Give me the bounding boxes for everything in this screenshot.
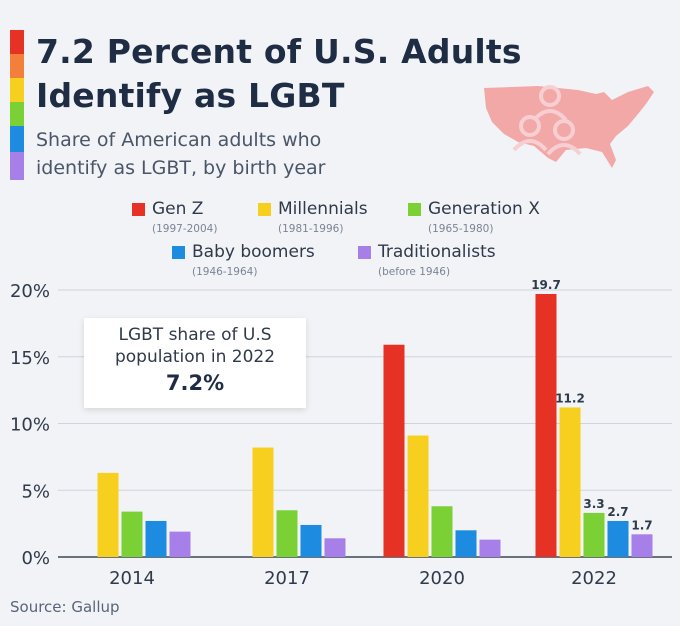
legend-swatch xyxy=(172,246,185,259)
subtitle-line-2: identify as LGBT, by birth year xyxy=(36,157,326,179)
legend-swatch xyxy=(258,203,271,216)
x-tick-label: 2022 xyxy=(571,568,617,589)
legend-years: (1981-1996) xyxy=(278,223,344,235)
bar xyxy=(479,539,501,557)
bar xyxy=(607,520,629,557)
y-tick-label: 0% xyxy=(21,548,50,569)
chart-subtitle: Share of American adults who identify as… xyxy=(36,126,436,182)
bar xyxy=(300,524,322,557)
bar xyxy=(559,407,581,557)
legend-label: Baby boomers xyxy=(192,242,315,262)
legend-years: (1946-1964) xyxy=(192,266,258,278)
x-tick-label: 2014 xyxy=(109,568,155,589)
legend-years: (1997-2004) xyxy=(152,223,218,235)
callout-value: 7.2% xyxy=(165,371,225,395)
bar xyxy=(169,531,191,557)
bar xyxy=(324,538,346,557)
bar xyxy=(121,511,143,557)
bar xyxy=(407,435,429,557)
callout-box: LGBT share of U.S population in 2022 7.2… xyxy=(84,318,306,408)
legend-label: Gen Z xyxy=(152,199,204,219)
data-label: 19.7 xyxy=(531,278,561,292)
bar xyxy=(583,512,605,557)
y-tick-label: 10% xyxy=(10,415,50,436)
legend-years: (before 1946) xyxy=(378,266,451,278)
legend-label: Millennials xyxy=(278,199,368,219)
legend-label: Generation X xyxy=(428,199,540,219)
data-label: 1.7 xyxy=(631,518,652,532)
bar xyxy=(252,447,274,557)
x-tick-label: 2020 xyxy=(419,568,465,589)
legend-years: (1965-1980) xyxy=(428,223,494,235)
stripe-purple xyxy=(10,152,24,180)
stripe-green xyxy=(10,102,24,126)
bar xyxy=(631,534,653,557)
legend-swatch xyxy=(358,246,371,259)
stripe-yellow xyxy=(10,78,24,102)
y-tick-label: 15% xyxy=(10,348,50,369)
data-label: 11.2 xyxy=(555,391,585,405)
callout-line-1: LGBT share of U.S xyxy=(118,325,272,345)
legend-label: Traditionalists xyxy=(378,242,496,262)
callout-line-2: population in 2022 xyxy=(114,347,276,367)
bar xyxy=(535,294,557,557)
data-label: 3.3 xyxy=(583,497,604,511)
y-tick-label: 5% xyxy=(21,481,50,502)
usa-map-shape xyxy=(484,86,654,168)
source-note: Source: Gallup xyxy=(10,598,120,616)
usa-map-people-icon xyxy=(484,85,654,168)
bar xyxy=(276,510,298,557)
title-line-1: 7.2 Percent of U.S. Adults xyxy=(36,32,522,71)
stripe-orange xyxy=(10,54,24,78)
x-tick-label: 2017 xyxy=(264,568,310,589)
bar xyxy=(383,344,405,557)
bar xyxy=(431,506,453,557)
bar xyxy=(455,530,477,557)
subtitle-line-1: Share of American adults who xyxy=(36,129,322,151)
legend-swatch xyxy=(408,203,421,216)
title-line-2: Identify as LGBT xyxy=(36,76,345,115)
stripe-blue xyxy=(10,126,24,152)
chart-title: 7.2 Percent of U.S. Adults Identify as L… xyxy=(36,30,576,118)
legend-swatch xyxy=(132,203,145,216)
bar xyxy=(145,520,167,557)
people-icon xyxy=(512,85,582,156)
y-tick-label: 20% xyxy=(10,281,50,302)
stripe-red xyxy=(10,30,24,54)
bar xyxy=(97,472,119,557)
data-label: 2.7 xyxy=(607,505,628,519)
